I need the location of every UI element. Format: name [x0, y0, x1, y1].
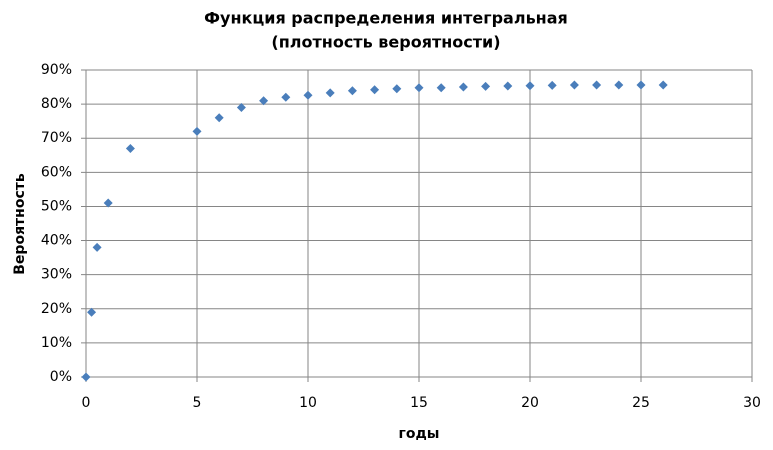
data-point [436, 83, 446, 93]
y-tick-label: 30% [41, 267, 72, 283]
data-point [636, 80, 646, 90]
data-point [214, 113, 224, 123]
y-tick-label: 10% [41, 335, 72, 351]
x-tick-label: 5 [193, 395, 202, 411]
y-tick-label: 20% [41, 301, 72, 317]
data-point [525, 81, 535, 91]
data-point [236, 103, 246, 113]
x-tick-label: 10 [299, 395, 317, 411]
x-tick-label: 0 [82, 395, 91, 411]
data-point [592, 80, 602, 90]
data-point [87, 307, 97, 317]
data-point [481, 81, 491, 91]
data-point [92, 242, 102, 252]
data-point [347, 86, 357, 96]
data-point [281, 92, 291, 102]
x-tick-label: 25 [632, 395, 650, 411]
y-axis-label: Вероятность [12, 173, 28, 275]
data-point [658, 80, 668, 90]
data-point [503, 81, 513, 91]
data-point [370, 85, 380, 95]
x-tick-label: 20 [521, 395, 539, 411]
x-tick-label: 15 [410, 395, 428, 411]
y-tick-label: 0% [50, 369, 72, 385]
data-point [303, 90, 313, 100]
data-point [458, 82, 468, 92]
x-axis-label: годы [399, 426, 440, 442]
chart-title: (плотность вероятности) [271, 33, 500, 52]
data-point [414, 83, 424, 93]
data-point [325, 88, 335, 98]
y-tick-label: 90% [41, 62, 72, 78]
y-tick-label: 70% [41, 130, 72, 146]
data-point [614, 80, 624, 90]
chart-title: Функция распределения интегральная [204, 9, 568, 28]
data-point [192, 126, 202, 136]
data-point [81, 372, 91, 382]
y-tick-label: 40% [41, 233, 72, 249]
y-tick-label: 60% [41, 164, 72, 180]
y-tick-label: 80% [41, 96, 72, 112]
data-point [569, 80, 579, 90]
data-point [103, 198, 113, 208]
data-point [125, 143, 135, 153]
data-point [259, 96, 269, 106]
data-point [392, 84, 402, 94]
x-tick-label: 30 [743, 395, 761, 411]
data-point [547, 80, 557, 90]
y-tick-label: 50% [41, 198, 72, 214]
